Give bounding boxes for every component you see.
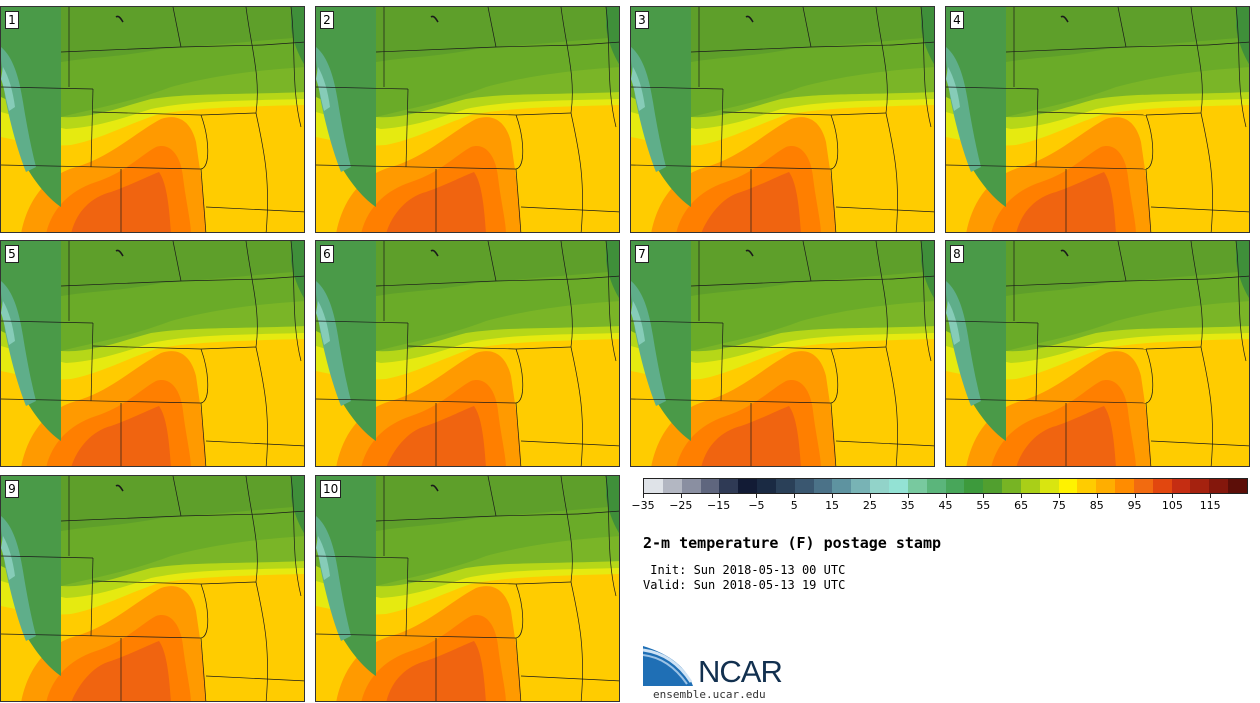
colorbar-segment (775, 479, 795, 493)
colorbar-tick-label: 35 (900, 499, 915, 512)
colorbar-tick-label: 15 (825, 499, 840, 512)
colorbar-tick (756, 494, 758, 498)
colorbar-tick (907, 494, 909, 498)
colorbar-segment (1077, 479, 1097, 493)
member-number-label: 5 (5, 245, 19, 263)
colorbar-segment (757, 479, 776, 493)
colorbar-segment (945, 479, 965, 493)
colorbar-tick-label: 75 (1051, 499, 1066, 512)
colorbar-segment (1002, 479, 1021, 493)
colorbar-tick-label: 95 (1127, 499, 1142, 512)
colorbar-tick (1134, 494, 1136, 498)
colorbar-tick-labels: −35 −25 −15 −5 5 15 25 35 45 55 65 75 85 95 105 115 (631, 494, 1248, 514)
colorbar-segment (832, 479, 852, 493)
ensemble-member-panel: 1 (0, 6, 305, 233)
member-number-label: 4 (950, 11, 964, 29)
ensemble-member-panel: 9 (0, 475, 305, 702)
colorbar-tick-label: 45 (938, 499, 953, 512)
colorbar-tick (869, 494, 871, 498)
colorbar-tick (1021, 494, 1023, 498)
colorbar-tick-label: −25 (669, 499, 693, 512)
colorbar-segment (1171, 479, 1191, 493)
colorbar-segment (1058, 479, 1078, 493)
colorbar-segment (1115, 479, 1134, 493)
colorbar-segment (964, 479, 984, 493)
colorbar-tick-label: 25 (862, 499, 877, 512)
colorbar-segment (1096, 479, 1116, 493)
init-time: Init: Sun 2018-05-13 00 UTC (643, 563, 846, 577)
colorbar-segment (983, 479, 1003, 493)
member-number-label: 3 (635, 11, 649, 29)
member-number-label: 7 (635, 245, 649, 263)
colorbar-tick-label: 115 (1199, 499, 1221, 512)
site-url: ensemble.ucar.edu (653, 688, 766, 701)
valid-time: Valid: Sun 2018-05-13 19 UTC (643, 578, 846, 592)
colorbar-segment (1228, 479, 1247, 493)
ensemble-member-panel: 2 (315, 6, 620, 233)
colorbar-segment (1209, 479, 1229, 493)
colorbar-segment (888, 479, 908, 493)
colorbar-segment (1152, 479, 1172, 493)
colorbar-segment (813, 479, 833, 493)
colorbar-segment (662, 479, 682, 493)
ensemble-member-panel: 10 (315, 475, 620, 702)
colorbar-segment (907, 479, 927, 493)
member-number-label: 9 (5, 480, 19, 498)
colorbar-tick-label: 105 (1161, 499, 1183, 512)
member-number-label: 8 (950, 245, 964, 263)
colorbar-segment (1020, 479, 1040, 493)
member-number-label: 10 (320, 480, 342, 498)
ensemble-member-panel: 7 (630, 240, 935, 467)
member-number-label: 6 (320, 245, 334, 263)
colorbar-segment (1190, 479, 1210, 493)
colorbar-segment (719, 479, 739, 493)
figure-title: 2-m temperature (F) postage stamp (643, 534, 942, 552)
colorbar-tick (832, 494, 834, 498)
colorbar-segment (870, 479, 889, 493)
colorbar-tick-label: 5 (790, 499, 798, 512)
ncar-logo-icon (643, 646, 693, 686)
colorbar-segment (738, 479, 758, 493)
colorbar-segment (851, 479, 871, 493)
member-number-label: 2 (320, 11, 334, 29)
ensemble-member-panel: 4 (945, 6, 1250, 233)
colorbar-segment (1133, 479, 1153, 493)
colorbar-segment (926, 479, 946, 493)
colorbar-tick-label: −5 (748, 499, 765, 512)
ncar-logo-text: NCAR (698, 654, 783, 689)
colorbar-tick (680, 494, 682, 498)
ensemble-member-panel: 5 (0, 240, 305, 467)
colorbar-tick (1210, 494, 1212, 498)
ensemble-member-panel: 8 (945, 240, 1250, 467)
colorbar-tick (794, 494, 796, 498)
colorbar-tick-label: −15 (707, 499, 731, 512)
colorbar-tick-label: −35 (631, 499, 655, 512)
colorbar-tick (1058, 494, 1060, 498)
ensemble-member-panel: 3 (630, 6, 935, 233)
colorbar-segment (644, 479, 663, 493)
colorbar-tick-label: 85 (1089, 499, 1104, 512)
colorbar-tick (1096, 494, 1098, 498)
colorbar-tick (718, 494, 720, 498)
colorbar-segment (1039, 479, 1059, 493)
colorbar-tick (945, 494, 947, 498)
member-number-label: 1 (5, 11, 19, 29)
colorbar-tick (643, 494, 644, 498)
colorbar-segment (681, 479, 701, 493)
ensemble-member-panel: 6 (315, 240, 620, 467)
colorbar-tick (1172, 494, 1174, 498)
colorbar-tick (983, 494, 985, 498)
colorbar-segment (794, 479, 814, 493)
colorbar-segment (700, 479, 720, 493)
colorbar-tick-label: 65 (1014, 499, 1029, 512)
colorbar-tick-label: 55 (976, 499, 991, 512)
temperature-colorbar (643, 478, 1248, 494)
